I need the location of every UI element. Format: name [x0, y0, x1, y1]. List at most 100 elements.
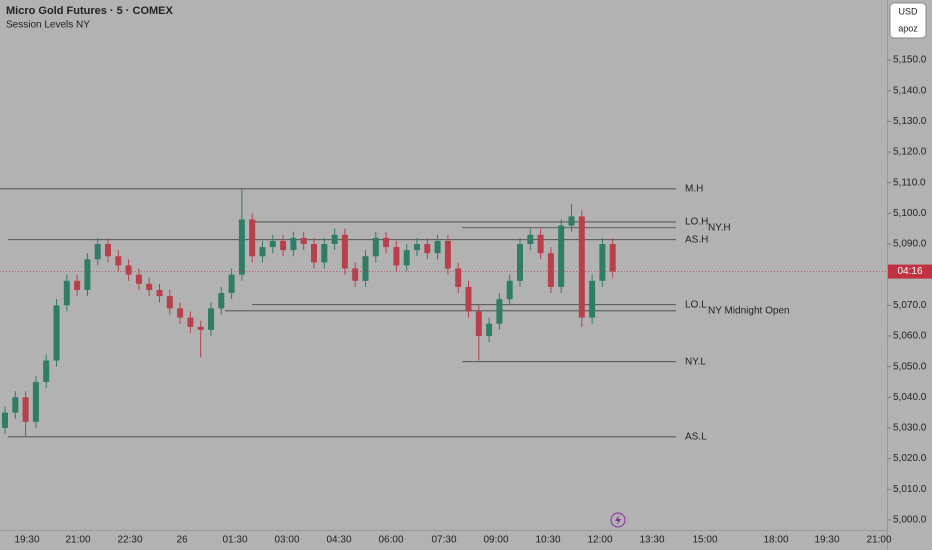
y-tick-label: 5,140.0: [893, 85, 927, 96]
x-tick-label: 04:30: [326, 535, 351, 546]
candle-body: [321, 244, 328, 263]
y-tick-label: 5,040.0: [893, 392, 927, 403]
candle-body: [2, 412, 8, 428]
y-tick-label: 5,010.0: [893, 484, 927, 495]
candle-body: [362, 256, 369, 281]
y-tick-label: 5,070.0: [893, 300, 927, 311]
candle-body: [115, 256, 122, 266]
currency-box[interactable]: [889, 2, 927, 39]
candle-body: [12, 397, 19, 413]
level-label: M.H: [685, 183, 703, 194]
candle-body: [393, 247, 400, 266]
candle-body: [125, 265, 132, 275]
level-label: LO.H: [685, 217, 708, 228]
candle-body: [578, 216, 585, 318]
candle-body: [475, 311, 482, 336]
candle-body: [599, 244, 606, 281]
candle-body: [537, 234, 544, 254]
countdown: 04:16: [897, 266, 922, 277]
bolt-glyph: [615, 515, 621, 525]
candle-body: [197, 326, 204, 330]
level-label: NY Midnight Open: [708, 305, 790, 316]
y-tick-label: 5,120.0: [893, 147, 927, 158]
candle-body: [496, 299, 503, 324]
candle-body: [269, 240, 276, 248]
candle-body: [506, 280, 513, 300]
chart-title: Micro Gold Futures · 5 · COMEX: [6, 5, 174, 17]
bolt-icon[interactable]: [610, 512, 626, 528]
x-tick-label: 19:30: [14, 535, 39, 546]
x-tick-label: 12:00: [587, 535, 612, 546]
currency[interactable]: USD: [898, 6, 918, 16]
x-tick-label: 06:00: [378, 535, 403, 546]
candle-body: [22, 397, 29, 422]
candle-body: [146, 283, 153, 290]
y-tick-label: 5,050.0: [893, 361, 927, 372]
level-label: LO.L: [685, 299, 707, 310]
y-tick-label: 5,100.0: [893, 208, 927, 219]
candle-body: [372, 237, 379, 257]
candle-body: [527, 234, 534, 245]
candle-body: [105, 244, 111, 257]
candle-body: [238, 219, 245, 275]
x-tick-label: 09:00: [483, 535, 508, 546]
candle-body: [444, 240, 451, 269]
x-tick-label: 01:30: [222, 535, 247, 546]
x-tick-label: 10:30: [535, 535, 560, 546]
candle-body: [609, 244, 616, 272]
y-tick-label: 5,000.0: [893, 515, 927, 526]
candle-body: [403, 250, 410, 266]
candle-body: [290, 237, 297, 251]
candle-body: [352, 268, 359, 281]
candle-body: [311, 244, 317, 263]
candle-body: [341, 234, 348, 269]
level-label: NY.L: [685, 356, 706, 367]
y-tick-label: 5,020.0: [893, 453, 927, 464]
scale-mode[interactable]: apoz: [898, 23, 918, 33]
y-tick-label: 5,030.0: [893, 423, 927, 434]
x-tick-label: 19:30: [814, 535, 839, 546]
candle-body: [208, 308, 214, 330]
y-tick-label: 5,110.0: [893, 177, 926, 188]
candle-body: [465, 286, 472, 312]
candle-body: [228, 274, 235, 294]
x-tick-label: 21:00: [65, 535, 90, 546]
candle-body: [166, 296, 173, 309]
x-tick-label: 03:00: [274, 535, 299, 546]
candle-body: [218, 293, 225, 309]
candle-body: [177, 308, 184, 318]
y-tick-label: 5,060.0: [893, 331, 927, 342]
price-tag: [888, 264, 932, 279]
candle-body: [414, 244, 420, 251]
candle-body: [156, 289, 163, 297]
candle-body: [486, 323, 493, 336]
candle-body: [383, 237, 390, 248]
candle-body: [568, 216, 575, 226]
x-tick-label: 13:30: [639, 535, 664, 546]
candle-body: [455, 268, 462, 287]
x-tick-label: 07:30: [431, 535, 456, 546]
x-tick-label: 21:00: [866, 535, 891, 546]
candle-body: [259, 247, 266, 257]
x-tick-label: 18:00: [763, 535, 788, 546]
candle-body: [94, 244, 101, 260]
x-tick-label: 15:00: [692, 535, 717, 546]
candle-body: [135, 274, 142, 284]
candle-body: [300, 237, 307, 245]
candle-body: [280, 240, 287, 251]
candle-body: [74, 280, 81, 290]
x-tick-label: 26: [176, 535, 188, 546]
level-label: AS.H: [685, 234, 708, 245]
candle-body: [84, 259, 91, 290]
y-tick-label: 5,150.0: [893, 55, 927, 66]
x-tick-label: 22:30: [117, 535, 142, 546]
candle-body: [424, 244, 431, 254]
candle-body: [43, 360, 50, 382]
candle-body: [187, 317, 194, 327]
candle-body: [63, 280, 70, 306]
level-label: NY.H: [708, 222, 731, 233]
candle-body: [558, 225, 565, 287]
